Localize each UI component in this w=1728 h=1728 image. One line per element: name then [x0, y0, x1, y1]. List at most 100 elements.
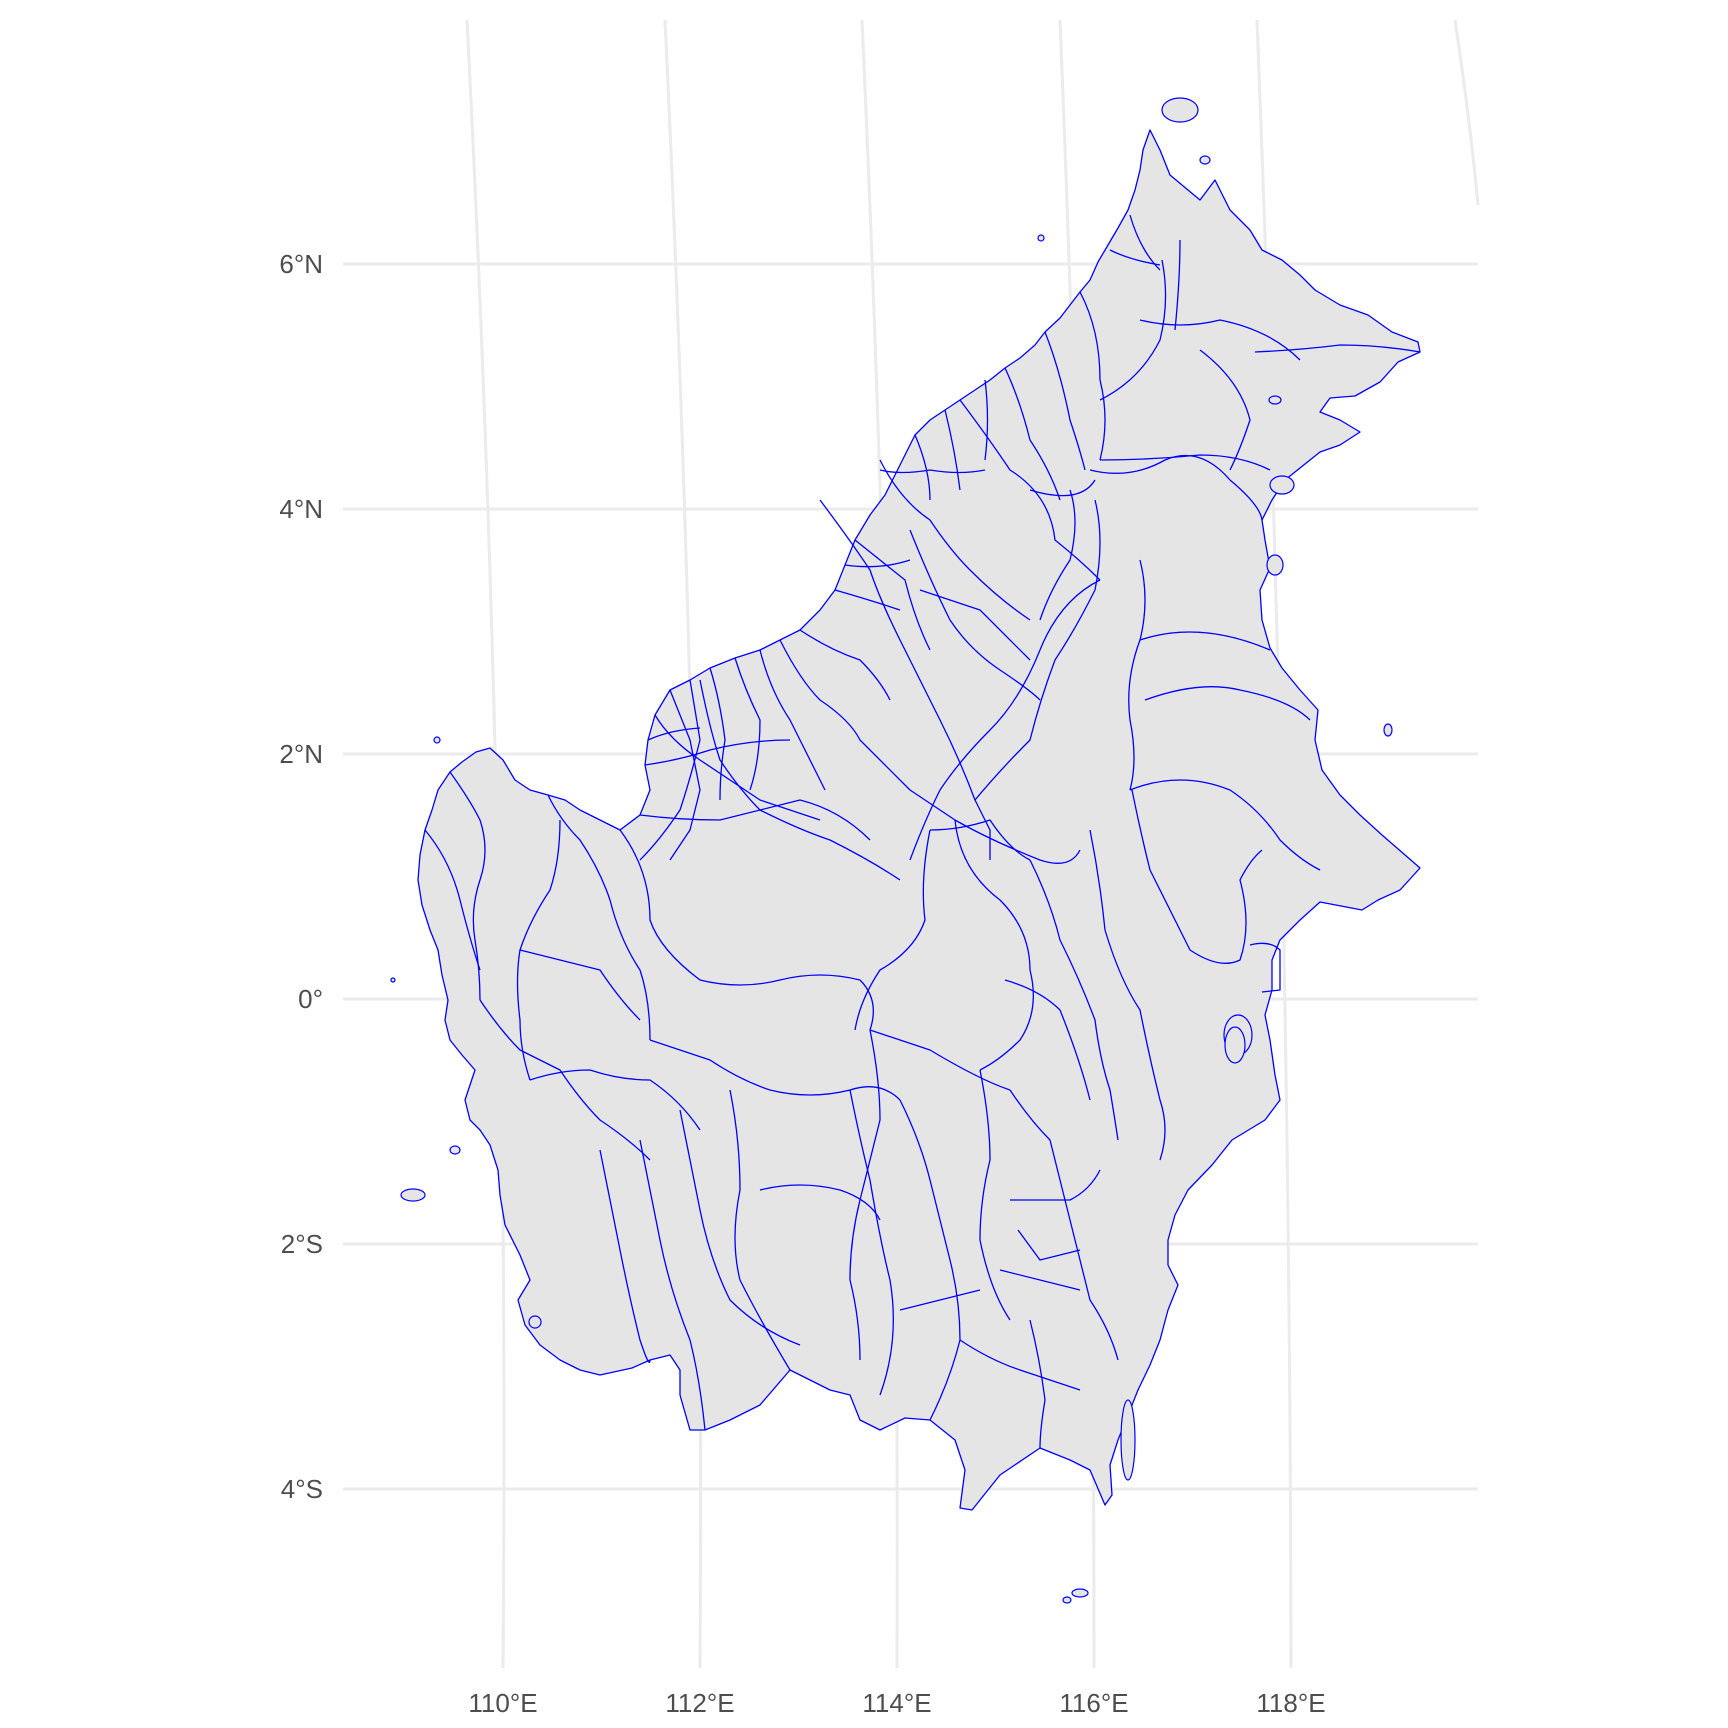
island-south-1 [1071, 1588, 1089, 1598]
boundary-63 [849, 1089, 894, 1396]
island-west-1 [400, 1188, 426, 1202]
boundary-51 [449, 771, 486, 1001]
boundary-53 [479, 999, 651, 1161]
latitude-axis: 6°N 4°N 2°N 0° 2°S 4°S [279, 249, 323, 1504]
boundary-15 [909, 579, 1101, 861]
boundary-55 [529, 1069, 701, 1131]
boundary-12 [1129, 214, 1161, 271]
boundary-35 [639, 679, 701, 861]
island-sw-1 [528, 1315, 542, 1329]
boundary-59 [679, 1109, 801, 1346]
boundary-64 [1009, 1089, 1119, 1361]
boundary-56 [649, 1039, 901, 1101]
boundary-50 [547, 794, 651, 1041]
boundary-72 [759, 1184, 881, 1221]
boundary-22 [1131, 789, 1263, 964]
boundary-68 [1017, 1229, 1081, 1261]
boundary-57 [849, 1029, 881, 1361]
boundary-52 [424, 829, 481, 971]
boundary-19 [1144, 686, 1311, 721]
lon-label-116e: 116°E [1059, 1688, 1128, 1718]
lat-label-4n: 4°N [279, 494, 323, 524]
boundary-36 [654, 714, 821, 821]
boundary-20 [1129, 779, 1321, 871]
lon-label-114e: 114°E [862, 1688, 931, 1718]
island-west-2 [449, 1145, 461, 1155]
boundary-03 [959, 399, 1101, 581]
boundary-37 [669, 689, 701, 861]
lon-label-118e: 118°E [1256, 1688, 1325, 1718]
grid-lon-120e [1453, 19, 1480, 206]
boundary-04 [1099, 259, 1167, 401]
lon-label-110e: 110°E [468, 1688, 537, 1718]
boundary-28 [819, 499, 976, 801]
island-south-2 [1062, 1596, 1072, 1604]
boundary-46 [929, 819, 1031, 861]
boundary-39 [734, 657, 761, 791]
boundary-58 [729, 1089, 791, 1371]
lon-label-112e: 112°E [665, 1688, 734, 1718]
island-west-3 [390, 977, 396, 983]
boundary-06 [1199, 349, 1251, 471]
boundary-79 [844, 559, 911, 568]
boundary-61 [599, 1149, 651, 1364]
boundary-24 [1029, 859, 1119, 1141]
island-east-2 [1266, 554, 1284, 576]
boundary-74 [944, 409, 961, 491]
boundary-32 [779, 639, 956, 821]
boundary-70 [1029, 1319, 1046, 1449]
boundary-07 [1254, 344, 1421, 353]
lat-label-4s: 4°S [281, 1474, 323, 1504]
island-sandakan-1 [1268, 395, 1282, 405]
boundary-78 [834, 589, 901, 611]
boundary-38 [709, 667, 726, 801]
boundary-26 [954, 819, 1081, 864]
boundary-44 [854, 829, 931, 1031]
boundary-25 [1249, 942, 1281, 993]
boundary-77 [1029, 479, 1096, 497]
boundary-67 [999, 1269, 1081, 1291]
boundary-29 [919, 589, 1031, 661]
boundary-75 [914, 434, 931, 501]
boundary-10 [1004, 367, 1061, 501]
lat-label-2n: 2°N [279, 739, 323, 769]
boundary-48 [869, 1029, 1011, 1091]
boundary-40 [639, 799, 871, 841]
boundary-05 [1139, 319, 1301, 361]
boundary-65 [979, 1069, 1011, 1321]
boundary-27 [879, 459, 1031, 621]
boundary-41 [644, 739, 791, 766]
boundary-71 [899, 1289, 981, 1311]
boundary-45 [954, 819, 1034, 1071]
boundary-14 [1109, 249, 1161, 266]
island-banggi [1161, 97, 1199, 123]
boundary-11 [1079, 291, 1106, 461]
boundary-47 [1004, 979, 1091, 1101]
boundary-33 [759, 649, 826, 791]
boundary-73 [984, 379, 989, 461]
island-tawau-1 [1383, 723, 1393, 737]
offshore-islands [390, 97, 1393, 1604]
district-boundaries [424, 214, 1421, 1449]
boundary-42 [647, 727, 701, 741]
boundary-60 [639, 1139, 706, 1431]
boundary-13 [1174, 239, 1181, 331]
lat-label-6n: 6°N [279, 249, 323, 279]
boundary-16 [909, 529, 1041, 701]
island-west-natuna [433, 736, 441, 744]
boundary-30 [854, 539, 931, 651]
boundary-18 [1128, 559, 1146, 791]
boundary-02 [974, 499, 1101, 860]
boundary-69 [959, 1339, 1081, 1391]
lat-label-2s: 2°S [281, 1229, 323, 1259]
boundary-01 [1089, 454, 1263, 521]
lat-label-0: 0° [298, 984, 323, 1014]
boundary-31 [799, 629, 891, 701]
boundary-08 [1099, 454, 1271, 471]
island-north-1 [1199, 155, 1211, 165]
island-east-1 [1269, 475, 1295, 495]
island-ne-1 [1224, 1026, 1246, 1064]
boundary-09 [1044, 331, 1086, 471]
boundary-21 [1139, 631, 1271, 651]
